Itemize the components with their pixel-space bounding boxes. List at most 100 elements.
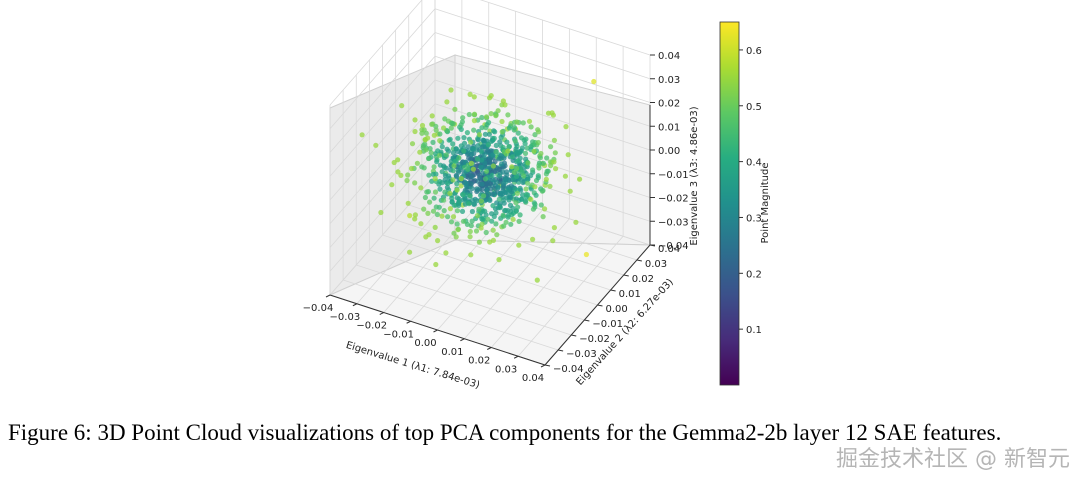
data-point	[488, 111, 494, 117]
data-point	[497, 139, 503, 145]
data-point	[544, 155, 550, 161]
y-tick-mark	[597, 304, 603, 307]
x-tick-label: 0.02	[468, 356, 490, 367]
data-point	[491, 128, 497, 134]
data-point	[418, 221, 424, 227]
data-point	[478, 198, 484, 204]
data-point	[427, 146, 433, 152]
data-point	[476, 206, 482, 212]
x-tick-mark	[325, 294, 331, 298]
data-point	[423, 130, 429, 136]
data-point	[535, 139, 541, 146]
x-tick-mark	[487, 347, 492, 350]
data-point	[468, 252, 474, 258]
data-point	[470, 166, 476, 172]
data-point	[422, 137, 428, 143]
data-point	[479, 181, 485, 187]
data-point	[447, 190, 453, 196]
data-point	[497, 190, 503, 197]
data-point	[451, 163, 457, 169]
data-point	[530, 206, 537, 212]
data-point	[425, 210, 431, 216]
data-point	[471, 146, 477, 152]
data-point	[452, 106, 458, 112]
data-point	[489, 211, 495, 217]
data-point	[419, 122, 426, 129]
data-point	[509, 154, 516, 160]
data-point	[573, 219, 579, 225]
y-tick-mark	[623, 274, 629, 277]
data-point	[536, 162, 542, 169]
data-point	[493, 221, 499, 227]
data-point	[418, 185, 424, 191]
data-point	[455, 226, 461, 232]
data-point	[500, 197, 506, 203]
data-point	[468, 156, 474, 162]
data-point	[507, 194, 513, 200]
data-point	[516, 218, 522, 224]
grid-line	[434, 55, 651, 127]
data-point	[547, 183, 553, 189]
data-point	[591, 78, 597, 85]
data-point	[448, 158, 454, 164]
x-tick-mark	[433, 329, 438, 333]
data-point	[478, 157, 485, 163]
data-point	[538, 150, 544, 157]
data-point	[520, 179, 526, 186]
data-point	[423, 147, 429, 153]
data-point	[476, 132, 483, 138]
data-point	[487, 239, 493, 245]
data-point	[534, 277, 540, 283]
data-point	[481, 193, 487, 199]
data-point	[491, 168, 498, 175]
data-point	[422, 194, 428, 201]
data-point	[450, 141, 456, 147]
data-point	[448, 125, 454, 131]
data-point	[545, 168, 551, 174]
grid-line	[395, 219, 611, 291]
grid-lines	[329, 0, 651, 366]
data-point	[458, 164, 464, 170]
data-point	[494, 200, 500, 206]
colorbar-tick-label: 0.1	[746, 325, 762, 336]
y-tick-mark	[610, 289, 616, 292]
data-point	[391, 159, 397, 166]
data-point	[479, 186, 485, 192]
data-point	[500, 169, 506, 175]
data-point	[486, 131, 492, 137]
data-point	[528, 124, 534, 130]
data-point	[412, 216, 418, 222]
y-tick-mark	[636, 259, 642, 262]
data-point	[441, 125, 447, 131]
data-point	[507, 202, 514, 208]
data-point	[551, 225, 558, 231]
data-point	[430, 171, 436, 177]
data-point	[476, 239, 482, 245]
data-point	[442, 189, 448, 195]
data-point	[469, 218, 475, 224]
data-point	[432, 176, 438, 182]
x-tick-label: 0.03	[495, 364, 517, 375]
data-point	[524, 180, 531, 186]
data-point	[467, 228, 473, 235]
data-point	[444, 99, 450, 105]
x-tick-mark	[540, 364, 546, 368]
data-point	[475, 143, 481, 149]
data-point	[445, 180, 451, 187]
data-point	[407, 213, 413, 219]
data-point	[464, 130, 470, 136]
data-point	[510, 216, 516, 222]
colorbar	[719, 21, 740, 386]
data-point	[518, 196, 525, 202]
data-point	[451, 230, 457, 236]
data-point	[551, 137, 558, 143]
data-point	[509, 164, 515, 170]
data-point	[431, 195, 437, 201]
data-point	[468, 223, 474, 229]
y-tick-label: 0.00	[606, 304, 628, 315]
data-point	[548, 163, 554, 169]
data-point	[423, 234, 429, 240]
x-tick-mark	[352, 303, 358, 307]
data-point	[450, 121, 456, 127]
data-point	[359, 132, 365, 138]
